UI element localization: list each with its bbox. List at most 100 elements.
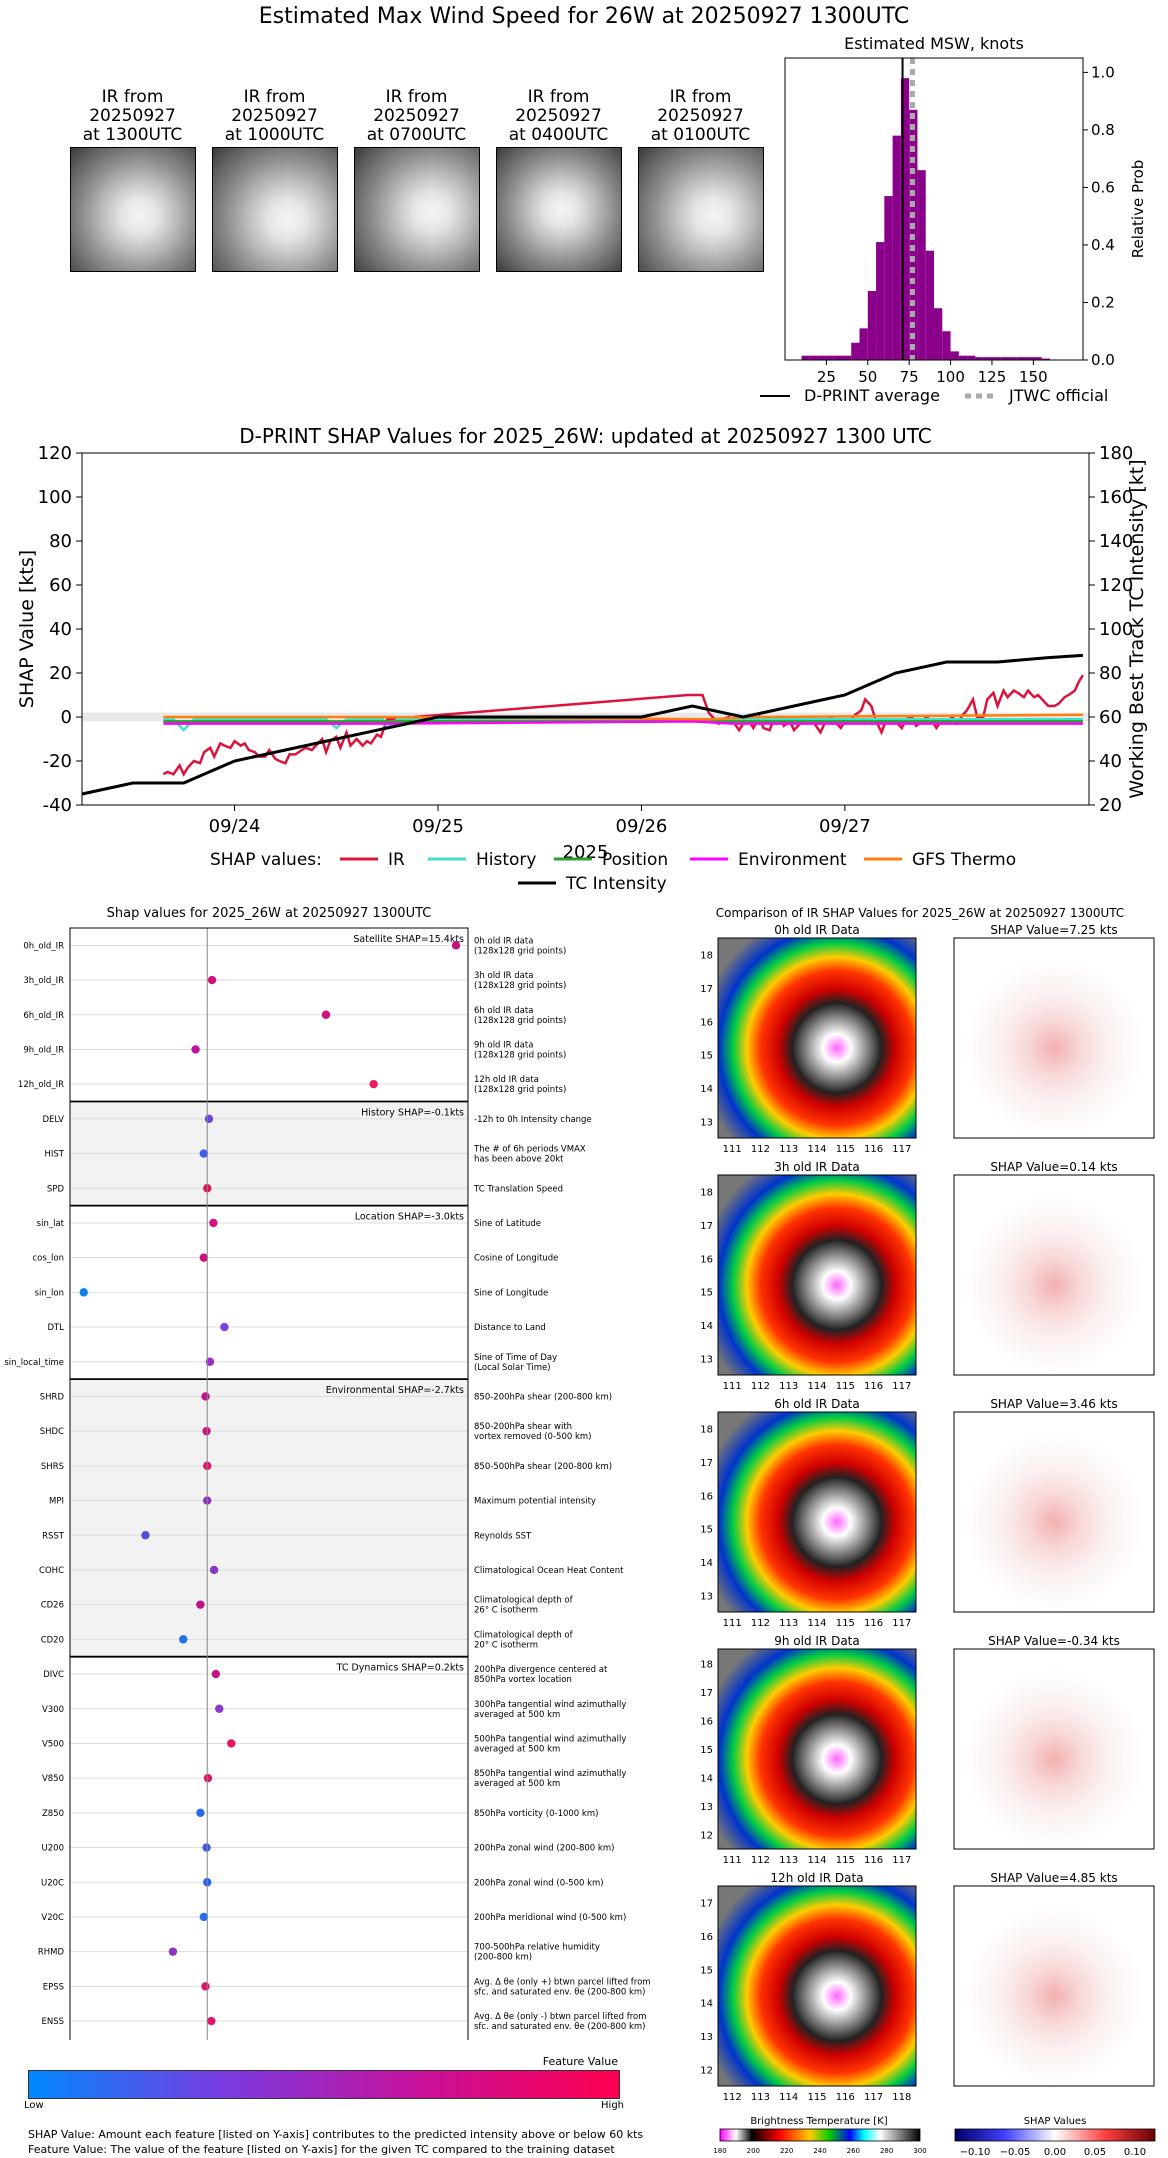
histogram-bar (983, 357, 992, 360)
histogram-bar (925, 250, 934, 360)
shap-panel-title: SHAP Value=-0.34 kts (988, 1634, 1120, 1648)
y-tick-label: 0.4 (1091, 236, 1115, 254)
bt-colorbar-label: Brightness Temperature [K] (750, 2116, 887, 2127)
ir-y-tick: 15 (700, 1288, 713, 1299)
series-line-tc-intensity (81, 653, 1083, 796)
x-tick-label: 09/26 (616, 816, 668, 837)
feature-name: Z850 (42, 1809, 64, 1819)
feature-shap-point (227, 1739, 236, 1748)
feature-name: 9h_old_IR (23, 1045, 64, 1055)
ir-x-tick: 115 (836, 1144, 855, 1155)
histogram-bar (950, 351, 959, 360)
ir-thumbnail-label: IR from 20250927 at 1300UTC (82, 87, 183, 145)
ir-thumbnail-label: IR from 20250927 at 0400UTC (508, 87, 609, 145)
ir-panel-title: 12h old IR Data (770, 1871, 863, 1885)
ir-y-tick: 16 (700, 1932, 713, 1943)
ir-y-tick: 13 (700, 1591, 713, 1602)
feature-name: V850 (42, 1774, 64, 1784)
feature-description: TC Translation Speed (473, 1184, 563, 1194)
x-tick-label: 09/27 (819, 816, 871, 837)
ir-x-tick: 112 (751, 1144, 770, 1155)
ir-y-tick: 13 (700, 2032, 713, 2043)
feature-name: sin_local_time (4, 1358, 64, 1368)
feature-shap-point (220, 1322, 229, 1332)
histogram-bar (859, 328, 868, 360)
legend-dprint-label: D-PRINT average (804, 386, 940, 405)
ir-y-tick: 17 (700, 1899, 713, 1910)
ir-y-tick: 18 (700, 1188, 713, 1199)
ir-x-tick: 115 (836, 1618, 855, 1629)
feature-name: EPSS (43, 1982, 64, 1992)
y-tick-label: 100 (38, 487, 72, 508)
feature-name: 0h_old_IR (23, 941, 64, 951)
ir-x-tick: 111 (723, 1855, 742, 1866)
ir-x-tick: 116 (864, 1618, 883, 1629)
histogram-bar (892, 135, 901, 360)
feature-value-high: High (601, 2100, 624, 2111)
feature-name: SHRD (40, 1392, 65, 1402)
ir-x-tick: 113 (779, 1618, 798, 1629)
ir-y-tick: 17 (700, 1221, 713, 1232)
ir-y-tick: 14 (700, 1999, 713, 2010)
msw-histogram-chart: Estimated MSW, knots 25 50 75 100 125 150 0.0 0.… (760, 34, 1147, 405)
feature-shap-point (196, 1808, 205, 1818)
ir-x-tick: 114 (807, 1618, 826, 1629)
histogram-bar (1025, 357, 1034, 360)
x-tick-label: 75 (900, 368, 919, 386)
feature-description: 300hPa tangential wind azimuthally averag… (474, 1700, 626, 1720)
ir-panel-title: 3h old IR Data (774, 1160, 860, 1174)
y-tick-label: 0.2 (1091, 293, 1115, 311)
feature-description: Maximum potential intensity (474, 1497, 596, 1507)
ir-y-tick: 15 (700, 1525, 713, 1536)
feature-description: Climatological depth of 20° C isotherm (474, 1630, 574, 1650)
feature-shap-point (203, 1773, 213, 1783)
bt-colorbar-tick: 240 (813, 2147, 826, 2155)
feature-shap-point (201, 1392, 210, 1401)
ir-y-tick: 13 (700, 1802, 713, 1813)
histogram-frame (784, 57, 1084, 361)
histogram-bar (967, 355, 976, 360)
feature-value-low: Low (24, 2100, 44, 2111)
x-tick-label: 50 (858, 368, 877, 386)
legend-jtwc-label: JTWC official (1008, 386, 1108, 405)
histogram-bar (809, 355, 819, 360)
feature-value-colorbar: Feature Value Low High (24, 2055, 624, 2115)
ir-x-tick: 114 (779, 2092, 798, 2103)
feature-shap-scatter: Shap values for 2025_26W at 20250927 130… (4, 906, 651, 2040)
ir-y-tick: 15 (700, 1745, 713, 1756)
feature-description: 200hPa meridional wind (0-500 km) (474, 1913, 626, 1923)
feature-name: CD20 (41, 1635, 64, 1645)
ir-y-tick: 12 (700, 1831, 713, 1842)
ir-x-tick: 113 (751, 2092, 770, 2103)
feature-description: 200hPa zonal wind (0-500 km) (474, 1878, 604, 1888)
feature-name: sin_lat (37, 1219, 65, 1229)
ir-y-tick: 14 (700, 1084, 713, 1095)
y-tick-label: -40 (43, 795, 72, 816)
histogram-bar (834, 355, 843, 360)
ir-panel-title: 9h old IR Data (774, 1634, 860, 1648)
feature-name: ENSS (41, 2017, 64, 2027)
shap-colorbar-label: SHAP Values (1024, 2116, 1087, 2127)
bt-colorbar-tick: 300 (913, 2147, 926, 2155)
shap-colorbar-tick: −0.05 (1000, 2147, 1031, 2158)
feature-name: DTL (48, 1323, 65, 1333)
y-tick-label: 80 (49, 531, 72, 552)
ir-x-tick: 116 (836, 2092, 855, 2103)
feature-description: 9h old IR data (128x128 grid points) (474, 1040, 566, 1060)
y2-tick-label: 40 (1099, 751, 1122, 772)
ir-y-tick: 18 (700, 951, 713, 962)
feature-shap-point (204, 1114, 214, 1124)
timeseries-frame (81, 452, 1090, 806)
ir-y-tick: 13 (700, 1354, 713, 1365)
feature-shap-point (168, 1947, 178, 1956)
ir-x-tick: 116 (864, 1144, 883, 1155)
series-line-environment (163, 720, 1083, 725)
feature-shap-point (199, 1253, 209, 1262)
ir-x-tick: 117 (892, 1618, 911, 1629)
ir-thumbnail-image (212, 147, 338, 272)
ir-y-tick: 17 (700, 984, 713, 995)
y2-tick-label: 140 (1099, 531, 1133, 552)
feature-name: SHDC (40, 1427, 64, 1437)
ir-y-tick: 17 (700, 1688, 713, 1699)
ir-y-tick: 15 (700, 1051, 713, 1062)
